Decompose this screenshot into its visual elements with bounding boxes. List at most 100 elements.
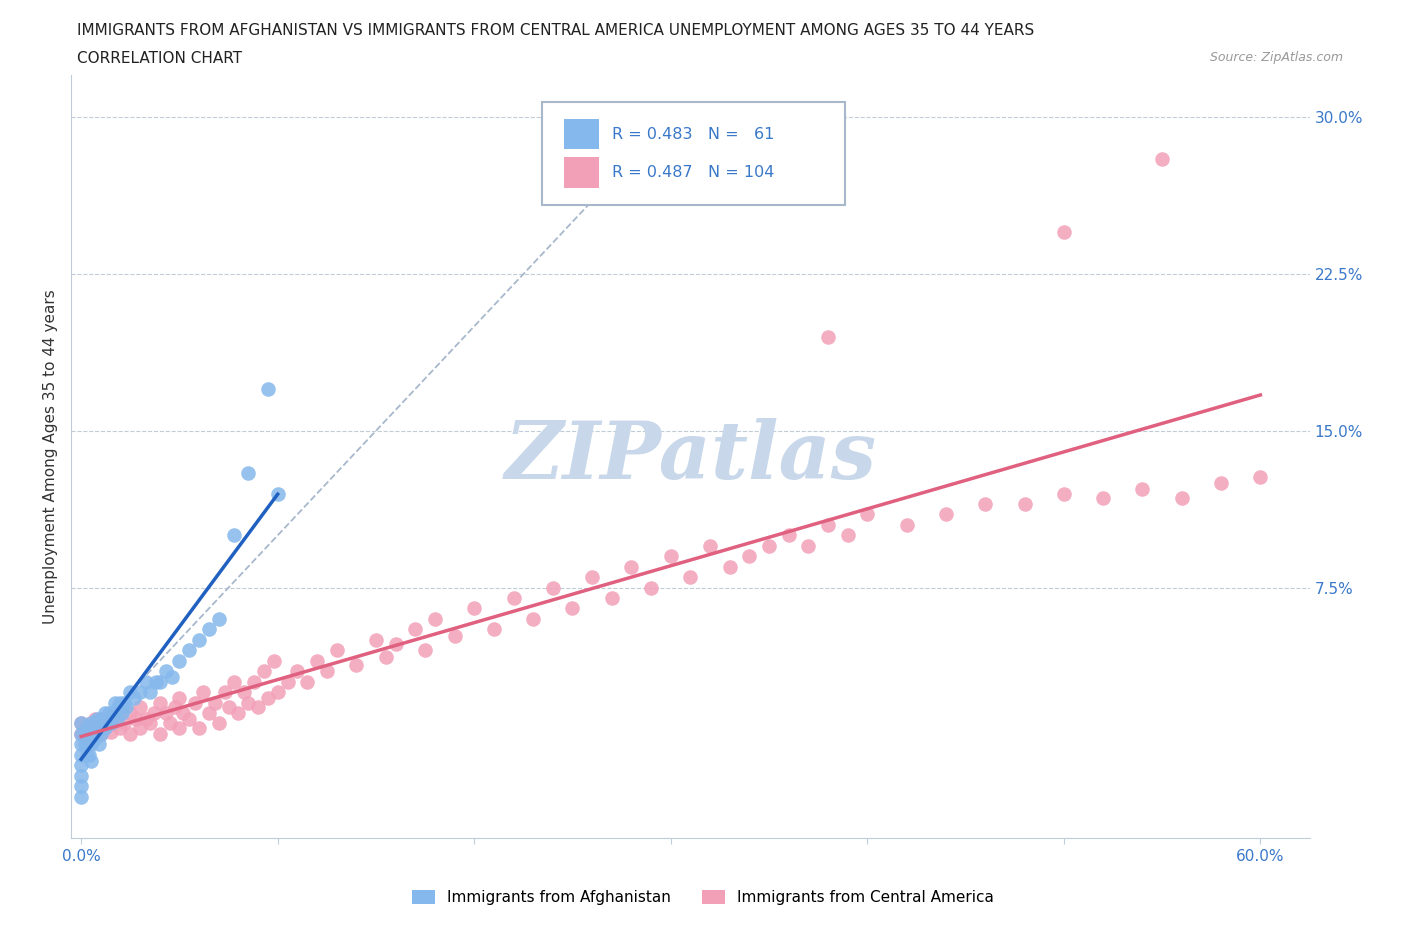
Point — [160, 670, 183, 684]
Point — [82, 720, 104, 735]
Point — [204, 695, 226, 710]
Point — [105, 711, 128, 726]
Text: CORRELATION CHART: CORRELATION CHART — [77, 51, 242, 66]
Point — [198, 706, 221, 721]
Point — [224, 528, 246, 543]
Point — [404, 622, 426, 637]
Point — [155, 706, 177, 721]
Point — [76, 737, 98, 751]
Point — [129, 720, 152, 735]
Point — [70, 737, 93, 751]
Y-axis label: Unemployment Among Ages 35 to 44 years: Unemployment Among Ages 35 to 44 years — [44, 289, 58, 624]
Point — [83, 711, 105, 726]
Point — [581, 570, 603, 585]
Point — [758, 538, 780, 553]
Point — [344, 658, 367, 672]
Legend: Immigrants from Afghanistan, Immigrants from Central America: Immigrants from Afghanistan, Immigrants … — [406, 884, 1000, 911]
Point — [80, 716, 103, 731]
Point — [129, 699, 152, 714]
Point — [149, 674, 172, 689]
Text: R = 0.487   N = 104: R = 0.487 N = 104 — [613, 165, 775, 179]
Point — [208, 716, 231, 731]
Point — [817, 517, 839, 532]
Point — [86, 724, 108, 739]
Point — [87, 716, 110, 731]
Point — [122, 691, 145, 706]
Point — [738, 549, 761, 564]
Point — [135, 674, 157, 689]
Point — [115, 699, 138, 714]
Point — [93, 720, 115, 735]
Point — [974, 497, 997, 512]
Point — [70, 778, 93, 793]
Point — [120, 684, 142, 699]
Point — [90, 726, 112, 741]
Point — [169, 720, 191, 735]
Point — [1249, 470, 1271, 485]
Point — [423, 612, 446, 627]
Point — [778, 528, 800, 543]
Point — [76, 748, 98, 763]
Point — [135, 711, 157, 726]
Point — [75, 737, 97, 751]
Text: R = 0.483   N =   61: R = 0.483 N = 61 — [613, 126, 775, 141]
Point — [70, 716, 93, 731]
Point — [413, 643, 436, 658]
Point — [110, 706, 132, 721]
Point — [179, 711, 201, 726]
Point — [80, 726, 103, 741]
Point — [82, 733, 104, 748]
Point — [1053, 486, 1076, 501]
Point — [129, 684, 152, 699]
Point — [111, 706, 134, 721]
Point — [80, 726, 103, 741]
Point — [70, 726, 93, 741]
Point — [75, 726, 97, 741]
Point — [139, 716, 162, 731]
Point — [600, 591, 623, 605]
Point — [103, 695, 125, 710]
Point — [96, 716, 118, 731]
FancyBboxPatch shape — [564, 119, 599, 150]
Point — [257, 691, 280, 706]
Point — [72, 726, 94, 741]
FancyBboxPatch shape — [564, 157, 599, 188]
Point — [263, 653, 285, 668]
Point — [257, 381, 280, 396]
Point — [184, 695, 207, 710]
Point — [165, 699, 187, 714]
Point — [659, 549, 682, 564]
Point — [1092, 490, 1115, 505]
Point — [83, 716, 105, 731]
Point — [101, 706, 124, 721]
Point — [91, 716, 114, 731]
Point — [80, 716, 103, 731]
Point — [1053, 225, 1076, 240]
Point — [837, 528, 859, 543]
Point — [482, 622, 505, 637]
Point — [1132, 482, 1154, 497]
Point — [142, 706, 165, 721]
Point — [93, 706, 115, 721]
Point — [208, 612, 231, 627]
Point — [80, 737, 103, 751]
Point — [266, 486, 288, 501]
Point — [640, 580, 662, 595]
Point — [233, 684, 256, 699]
Point — [169, 653, 191, 668]
Point — [110, 695, 132, 710]
Point — [224, 674, 246, 689]
Point — [522, 612, 544, 627]
Point — [145, 674, 167, 689]
Point — [97, 706, 120, 721]
Point — [70, 726, 93, 741]
Point — [699, 538, 721, 553]
Point — [305, 653, 328, 668]
Point — [374, 649, 396, 664]
Point — [718, 559, 741, 574]
Point — [1152, 152, 1174, 166]
Point — [101, 716, 124, 731]
Point — [70, 758, 93, 773]
Point — [191, 684, 214, 699]
Point — [80, 753, 103, 768]
